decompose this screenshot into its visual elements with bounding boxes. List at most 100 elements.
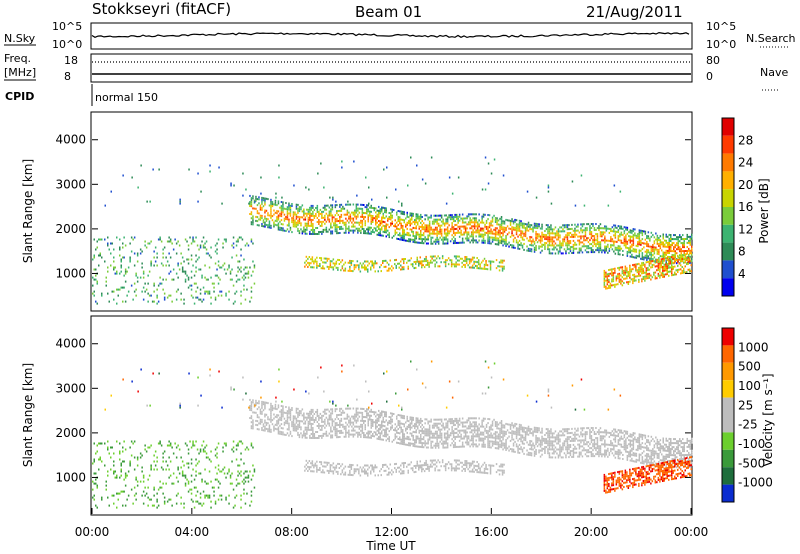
velocity-cell [364, 428, 366, 431]
power-cell [418, 241, 420, 244]
velocity-cell [473, 423, 476, 426]
power-cell [657, 274, 660, 277]
nave-tick-low: 0 [706, 70, 713, 83]
power-cell [342, 221, 344, 224]
power-cell [499, 229, 501, 232]
power-cell [592, 249, 594, 252]
velocity-cell [385, 429, 387, 432]
power-cell [683, 252, 685, 255]
velocity-cell [288, 412, 290, 415]
velocity-cell [322, 414, 325, 417]
velocity-cell [288, 428, 290, 431]
power-cell [400, 268, 402, 271]
power-cell [592, 251, 594, 254]
velocity-cell [484, 427, 486, 430]
power-cell [452, 230, 455, 233]
velocity-cell [354, 425, 356, 428]
power-cell [616, 240, 618, 243]
power-cell [518, 219, 521, 222]
power-cell [283, 207, 286, 210]
velocity-cell [324, 432, 326, 435]
velocity-cell [466, 421, 468, 424]
power-cell [587, 241, 590, 244]
power-cell [559, 242, 561, 245]
power-cell [686, 250, 688, 252]
power-cell [541, 231, 543, 234]
power-cell [309, 208, 311, 211]
power-cell [599, 245, 602, 248]
power-cell [278, 176, 280, 179]
power-cell [569, 240, 572, 242]
power-cell [656, 269, 658, 272]
power-cell [367, 232, 369, 235]
velocity-cell [464, 435, 467, 438]
power-cell [598, 243, 600, 246]
velocity-cell [333, 420, 335, 423]
power-cell [538, 223, 540, 226]
power-cell [283, 229, 286, 232]
power-cell [615, 275, 618, 278]
colorbar-swatch [722, 242, 734, 261]
power-cell [436, 214, 438, 217]
velocity-cell [277, 428, 280, 431]
velocity-cell [358, 425, 361, 428]
power-cell [415, 231, 417, 234]
velocity-cell [428, 428, 431, 431]
velocity-cell [292, 429, 295, 432]
power-cell [623, 242, 626, 245]
velocity-cell [461, 443, 464, 446]
velocity-cell [279, 418, 281, 421]
velocity-cell [378, 419, 380, 422]
power-cell [527, 249, 530, 252]
power-cell [180, 298, 182, 301]
velocity-cell [464, 431, 467, 434]
power-cell [108, 248, 110, 251]
power-cell [310, 206, 313, 209]
power-cell [373, 217, 375, 220]
power-cell [319, 257, 321, 259]
power-cell [129, 260, 131, 263]
power-cell [427, 228, 429, 231]
velocity-cell [473, 435, 476, 438]
power-cell [691, 247, 693, 250]
power-cell [303, 218, 305, 221]
power-cell [578, 231, 581, 234]
power-cell [466, 215, 468, 218]
power-cell [572, 247, 575, 250]
power-cell [494, 221, 497, 223]
power-cell [662, 235, 664, 238]
power-cell [328, 228, 331, 231]
power-cell [686, 235, 688, 238]
power-cell [608, 249, 611, 252]
power-cell [177, 240, 179, 243]
power-cell [611, 272, 613, 275]
power-cell [632, 228, 635, 231]
power-cell [232, 302, 235, 305]
power-cell [508, 245, 510, 248]
velocity-cell [406, 425, 408, 428]
velocity-cell [460, 421, 462, 424]
velocity-cell [340, 431, 343, 434]
power-cell [521, 226, 524, 229]
power-cell [369, 212, 371, 215]
power-cell [496, 243, 498, 246]
velocity-cell [422, 432, 425, 435]
velocity-cell [363, 422, 365, 424]
power-cell [547, 240, 549, 243]
power-cell [461, 233, 464, 236]
power-cell [688, 247, 690, 250]
power-cell [577, 239, 579, 242]
power-cell [320, 267, 323, 270]
power-cell [326, 257, 329, 260]
power-cell [601, 227, 603, 230]
power-cell [512, 246, 515, 249]
power-cell [186, 240, 188, 243]
power-cell [631, 235, 633, 238]
power-cell [307, 218, 310, 221]
power-cell [496, 221, 498, 224]
power-cell [623, 226, 626, 229]
power-cell [686, 271, 688, 274]
power-cell [245, 188, 247, 191]
power-cell [445, 228, 447, 231]
nsky-label: N.Sky [4, 32, 36, 45]
